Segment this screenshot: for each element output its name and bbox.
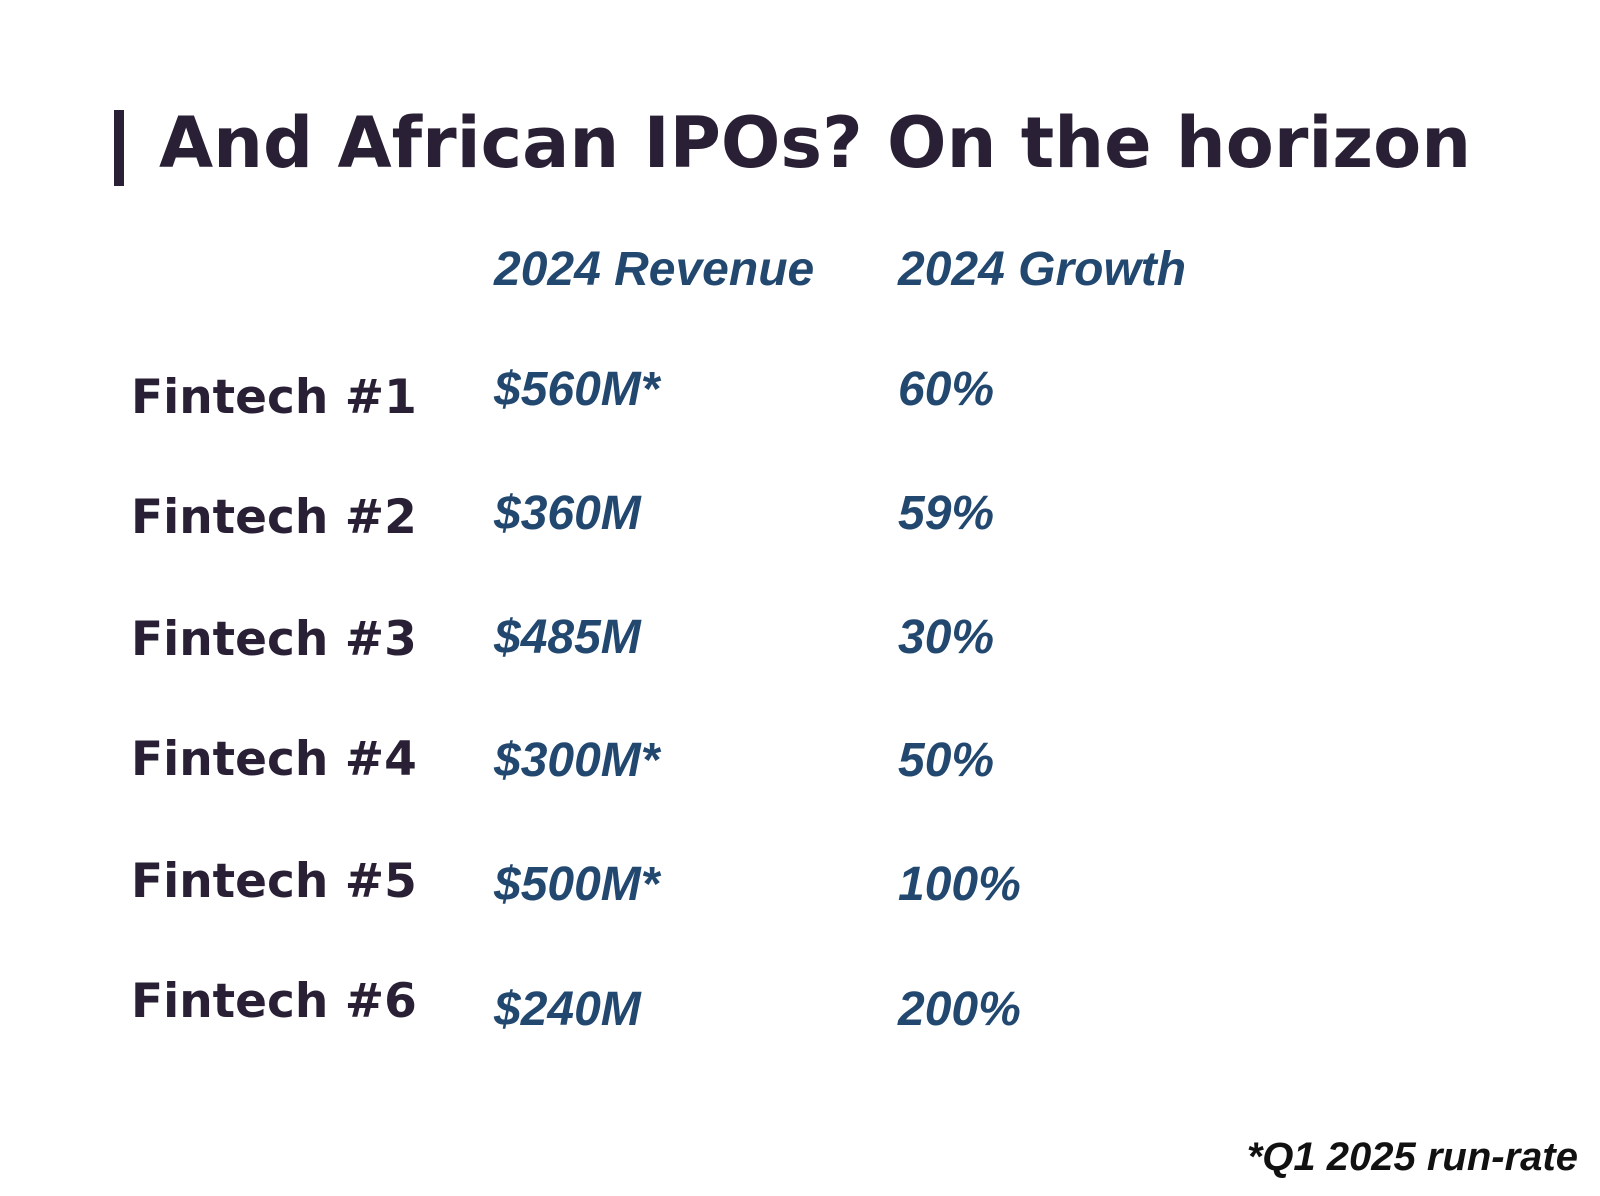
revenue-cell-fintech-2: $360M <box>494 487 641 540</box>
revenue-cell-fintech-3: $485M <box>494 611 641 664</box>
column-header-growth: 2024 Growth <box>898 243 1187 296</box>
growth-cell-fintech-3: 30% <box>898 611 995 664</box>
page-title: And African IPOs? On the horizon <box>159 102 1472 184</box>
growth-cell-fintech-4: 50% <box>898 734 995 787</box>
growth-cell-fintech-6: 200% <box>898 983 1021 1036</box>
growth-cell-fintech-5: 100% <box>898 858 1021 911</box>
row-label-fintech-5: Fintech #5 <box>131 854 417 909</box>
revenue-cell-fintech-5: $500M* <box>494 858 660 911</box>
footnote: *Q1 2025 run-rate <box>1246 1135 1578 1179</box>
row-label-fintech-1: Fintech #1 <box>131 370 417 425</box>
row-label-fintech-3: Fintech #3 <box>131 612 417 667</box>
row-label-fintech-4: Fintech #4 <box>131 732 417 787</box>
revenue-cell-fintech-6: $240M <box>494 983 641 1036</box>
row-label-fintech-6: Fintech #6 <box>131 974 417 1029</box>
growth-cell-fintech-1: 60% <box>898 363 995 416</box>
column-header-revenue: 2024 Revenue <box>494 243 815 296</box>
title-accent-bar <box>114 110 124 186</box>
revenue-cell-fintech-4: $300M* <box>494 734 660 787</box>
revenue-cell-fintech-1: $560M* <box>494 363 660 416</box>
row-label-fintech-2: Fintech #2 <box>131 490 417 545</box>
growth-cell-fintech-2: 59% <box>898 487 995 540</box>
